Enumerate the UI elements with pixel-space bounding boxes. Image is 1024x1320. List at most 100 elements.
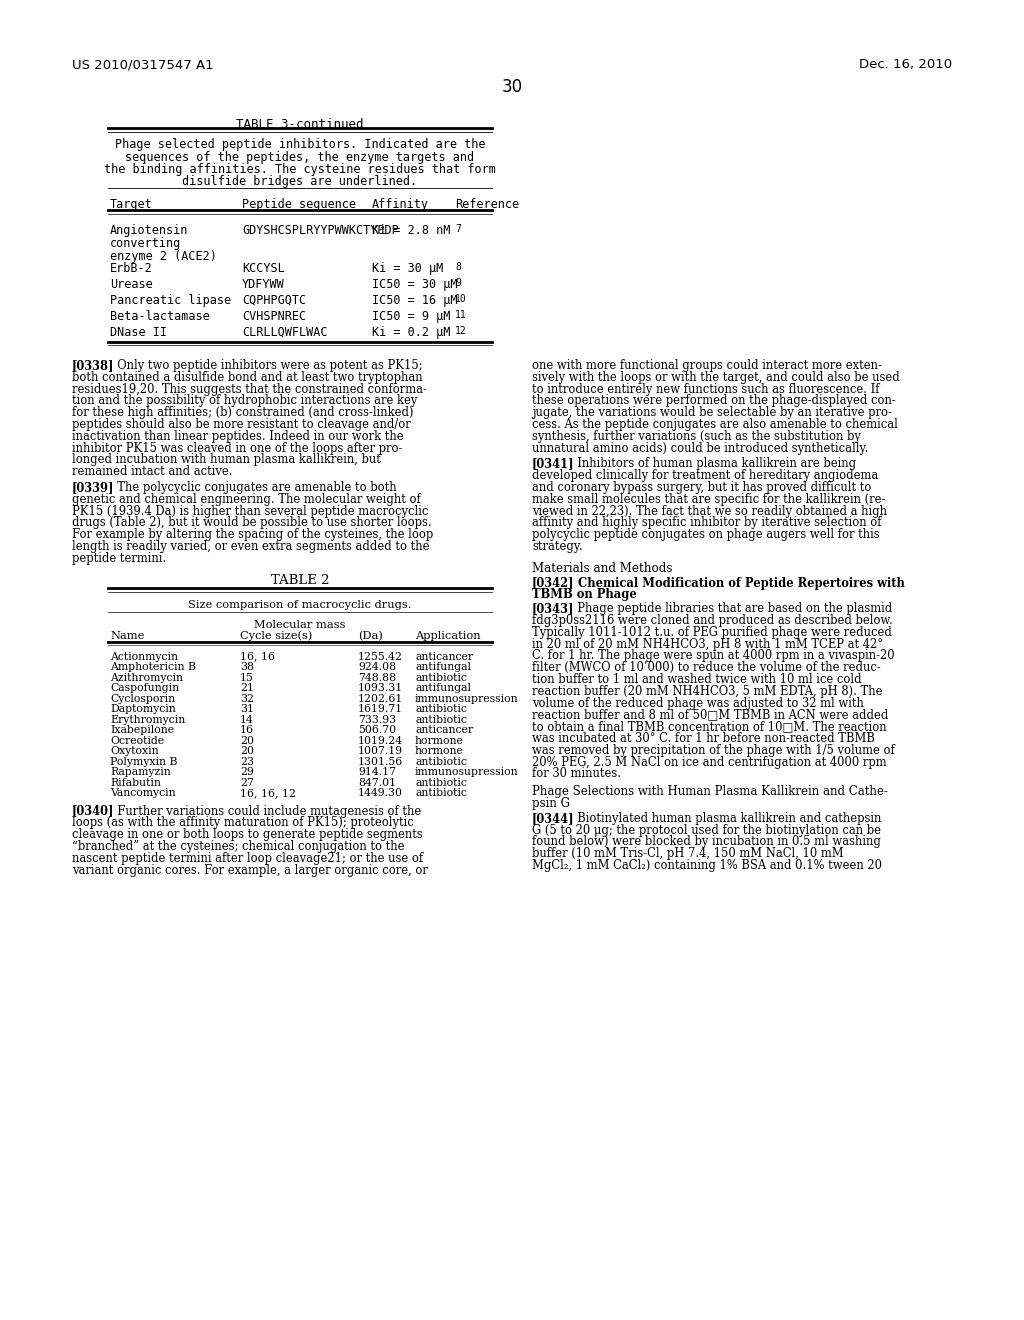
Text: [0339]: [0339]: [72, 480, 115, 494]
Text: sequences of the peptides, the enzyme targets and: sequences of the peptides, the enzyme ta…: [125, 150, 474, 164]
Text: (Da): (Da): [358, 631, 383, 642]
Text: viewed in 22,23). The fact that we so readily obtained a high: viewed in 22,23). The fact that we so re…: [532, 504, 887, 517]
Text: 16, 16, 12: 16, 16, 12: [240, 788, 296, 799]
Text: 15: 15: [240, 673, 254, 682]
Text: C. for 1 hr. The phage were spun at 4000 rpm in a vivaspin-20: C. for 1 hr. The phage were spun at 4000…: [532, 649, 895, 663]
Text: Cyclosporin: Cyclosporin: [110, 693, 175, 704]
Text: YDFYWW: YDFYWW: [242, 279, 285, 290]
Text: inactivation than linear peptides. Indeed in our work the: inactivation than linear peptides. Indee…: [72, 430, 403, 442]
Text: Ixabepilone: Ixabepilone: [110, 725, 174, 735]
Text: developed clinically for treatment of hereditary angiodema: developed clinically for treatment of he…: [532, 469, 879, 482]
Text: 21: 21: [240, 682, 254, 693]
Text: 23: 23: [240, 756, 254, 767]
Text: Molecular mass: Molecular mass: [254, 619, 346, 630]
Text: Further variations could include mutagenesis of the: Further variations could include mutagen…: [110, 805, 421, 817]
Text: reaction buffer and 8 ml of 50□M TBMB in ACN were added: reaction buffer and 8 ml of 50□M TBMB in…: [532, 709, 889, 722]
Text: The polycyclic conjugates are amenable to both: The polycyclic conjugates are amenable t…: [110, 480, 396, 494]
Text: 20: 20: [240, 735, 254, 746]
Text: G (5 to 20 μg; the protocol used for the biotinylation can be: G (5 to 20 μg; the protocol used for the…: [532, 824, 881, 837]
Text: 1619.71: 1619.71: [358, 704, 403, 714]
Text: US 2010/0317547 A1: US 2010/0317547 A1: [72, 58, 214, 71]
Text: ErbB-2: ErbB-2: [110, 261, 153, 275]
Text: fdg3p0ss2116 were cloned and produced as described below.: fdg3p0ss2116 were cloned and produced as…: [532, 614, 893, 627]
Text: Name: Name: [110, 631, 144, 640]
Text: [0341]: [0341]: [532, 458, 574, 470]
Text: IC50 = 16 μM: IC50 = 16 μM: [372, 294, 458, 308]
Text: 32: 32: [240, 693, 254, 704]
Text: Phage Selections with Human Plasma Kallikrein and Cathe-: Phage Selections with Human Plasma Kalli…: [532, 785, 888, 799]
Text: Urease: Urease: [110, 279, 153, 290]
Text: drugs (Table 2), but it would be possible to use shorter loops.: drugs (Table 2), but it would be possibl…: [72, 516, 432, 529]
Text: 1019.24: 1019.24: [358, 735, 403, 746]
Text: for these high affinities; (b) constrained (and cross-linked): for these high affinities; (b) constrain…: [72, 407, 414, 420]
Text: Typically 1011-1012 t.u. of PEG purified phage were reduced: Typically 1011-1012 t.u. of PEG purified…: [532, 626, 892, 639]
Text: antibiotic: antibiotic: [415, 777, 467, 788]
Text: Vancomycin: Vancomycin: [110, 788, 176, 799]
Text: 1093.31: 1093.31: [358, 682, 403, 693]
Text: for 30 minutes.: for 30 minutes.: [532, 767, 621, 780]
Text: found below) were blocked by incubation in 0.5 ml washing: found below) were blocked by incubation …: [532, 836, 881, 849]
Text: antifungal: antifungal: [415, 663, 471, 672]
Text: anticancer: anticancer: [415, 652, 473, 661]
Text: psin G: psin G: [532, 797, 570, 810]
Text: was incubated at 30° C. for 1 hr before non-reacted TBMB: was incubated at 30° C. for 1 hr before …: [532, 733, 874, 744]
Text: 38: 38: [240, 663, 254, 672]
Text: to obtain a final TBMB concentration of 10□M. The reaction: to obtain a final TBMB concentration of …: [532, 721, 887, 733]
Text: antibiotic: antibiotic: [415, 673, 467, 682]
Text: TABLE 2: TABLE 2: [270, 574, 330, 586]
Text: GDYSHCSPLRYYPWWKCTYPDP: GDYSHCSPLRYYPWWKCTYPDP: [242, 224, 398, 238]
Text: one with more functional groups could interact more exten-: one with more functional groups could in…: [532, 359, 882, 372]
Text: unnatural amino acids) could be introduced synthetically.: unnatural amino acids) could be introduc…: [532, 442, 868, 454]
Text: tion and the possibility of hydrophobic interactions are key: tion and the possibility of hydrophobic …: [72, 395, 418, 408]
Text: Phage peptide libraries that are based on the plasmid: Phage peptide libraries that are based o…: [570, 602, 892, 615]
Text: 1255.42: 1255.42: [358, 652, 403, 661]
Text: Ki = 2.8 nM: Ki = 2.8 nM: [372, 224, 451, 238]
Text: Phage selected peptide inhibitors. Indicated are the: Phage selected peptide inhibitors. Indic…: [115, 139, 485, 150]
Text: loops (as with the affinity maturation of PK15); proteolytic: loops (as with the affinity maturation o…: [72, 816, 414, 829]
Text: Ocreotide: Ocreotide: [110, 735, 164, 746]
Text: Angiotensin: Angiotensin: [110, 224, 188, 238]
Text: Inhibitors of human plasma kallikrein are being: Inhibitors of human plasma kallikrein ar…: [570, 458, 856, 470]
Text: “branched” at the cysteines; chemical conjugation to the: “branched” at the cysteines; chemical co…: [72, 840, 404, 853]
Text: Erythromycin: Erythromycin: [110, 714, 185, 725]
Text: KCCYSL: KCCYSL: [242, 261, 285, 275]
Text: Actionmycin: Actionmycin: [110, 652, 178, 661]
Text: Application: Application: [415, 631, 480, 640]
Text: Amphotericin B: Amphotericin B: [110, 663, 196, 672]
Text: immunosupression: immunosupression: [415, 693, 518, 704]
Text: affinity and highly specific inhibitor by iterative selection of: affinity and highly specific inhibitor b…: [532, 516, 882, 529]
Text: 1301.56: 1301.56: [358, 756, 403, 767]
Text: TBMB on Phage: TBMB on Phage: [532, 589, 637, 602]
Text: TABLE 3-continued: TABLE 3-continued: [237, 117, 364, 131]
Text: 16: 16: [240, 725, 254, 735]
Text: Azithromycin: Azithromycin: [110, 673, 183, 682]
Text: 9: 9: [455, 279, 461, 288]
Text: make small molecules that are specific for the kallikrein (re-: make small molecules that are specific f…: [532, 492, 886, 506]
Text: peptides should also be more resistant to cleavage and/or: peptides should also be more resistant t…: [72, 418, 411, 432]
Text: tion buffer to 1 ml and washed twice with 10 ml ice cold: tion buffer to 1 ml and washed twice wit…: [532, 673, 861, 686]
Text: Ki = 30 μM: Ki = 30 μM: [372, 261, 443, 275]
Text: 12: 12: [455, 326, 467, 337]
Text: 11: 11: [455, 310, 467, 319]
Text: [0342]: [0342]: [532, 577, 574, 590]
Text: 20% PEG, 2.5 M NaCl on ice and centrifugation at 4000 rpm: 20% PEG, 2.5 M NaCl on ice and centrifug…: [532, 755, 887, 768]
Text: CLRLLQWFLWAC: CLRLLQWFLWAC: [242, 326, 328, 339]
Text: 27: 27: [240, 777, 254, 788]
Text: Materials and Methods: Materials and Methods: [532, 562, 673, 574]
Text: 847.01: 847.01: [358, 777, 396, 788]
Text: converting: converting: [110, 238, 181, 249]
Text: genetic and chemical engineering. The molecular weight of: genetic and chemical engineering. The mo…: [72, 492, 421, 506]
Text: enzyme 2 (ACE2): enzyme 2 (ACE2): [110, 249, 217, 263]
Text: 924.08: 924.08: [358, 663, 396, 672]
Text: buffer (10 mM Tris-Cl, pH 7.4, 150 mM NaCl, 10 mM: buffer (10 mM Tris-Cl, pH 7.4, 150 mM Na…: [532, 847, 844, 861]
Text: IC50 = 9 μM: IC50 = 9 μM: [372, 310, 451, 323]
Text: 30: 30: [502, 78, 522, 96]
Text: Beta-lactamase: Beta-lactamase: [110, 310, 210, 323]
Text: IC50 = 30 μM: IC50 = 30 μM: [372, 279, 458, 290]
Text: 506.70: 506.70: [358, 725, 396, 735]
Text: 14: 14: [240, 714, 254, 725]
Text: 733.93: 733.93: [358, 714, 396, 725]
Text: disulfide bridges are underlined.: disulfide bridges are underlined.: [182, 176, 418, 189]
Text: [0343]: [0343]: [532, 602, 574, 615]
Text: [0338]: [0338]: [72, 359, 115, 372]
